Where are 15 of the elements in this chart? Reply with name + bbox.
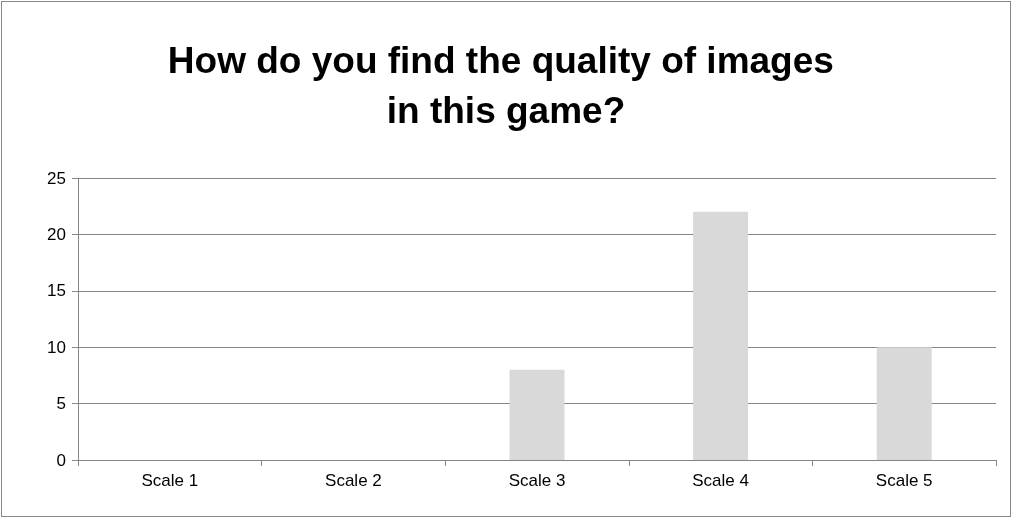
x-tick-label: Scale 4: [692, 471, 749, 490]
x-tick-label: Scale 1: [141, 471, 199, 490]
y-tick-label: 20: [47, 224, 66, 244]
y-tick-label: 25: [47, 168, 66, 188]
y-tick-label: 5: [56, 394, 66, 414]
bar: [693, 211, 749, 460]
x-tick-label: Scale 5: [875, 471, 933, 490]
bar: [876, 347, 932, 460]
chart-title: How do you find the quality of images in this game?: [167, 39, 845, 131]
y-tick-label: 15: [47, 281, 66, 301]
bar: [509, 369, 565, 460]
x-tick-label: Scale 3: [508, 471, 566, 490]
x-tick-label: Scale 2: [325, 471, 382, 490]
y-tick-label: 10: [47, 337, 66, 357]
y-tick-label: 0: [56, 450, 66, 470]
